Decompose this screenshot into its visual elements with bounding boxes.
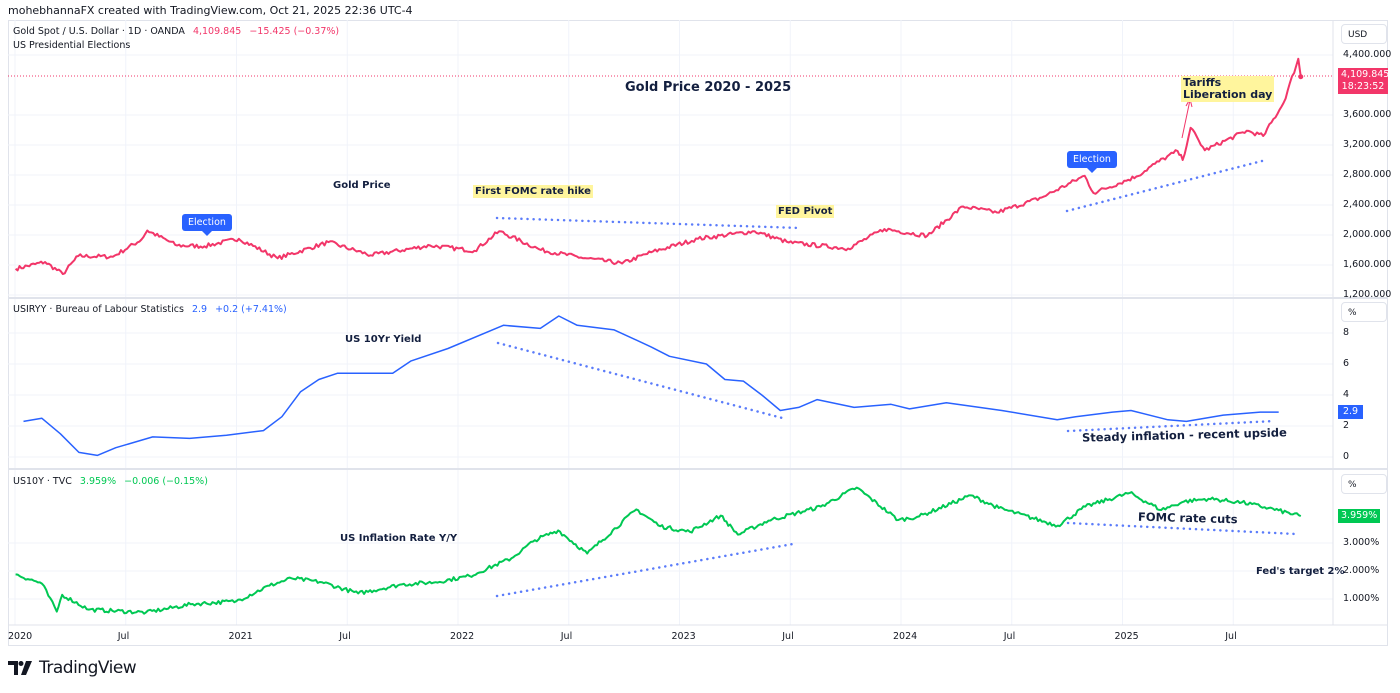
tariffs-line-1: Tariffs — [1183, 76, 1222, 89]
trend-line-fomc-hike — [495, 216, 802, 230]
tariffs-note[interactable]: Tariffs Liberation day — [1181, 76, 1275, 102]
currency-unit-button[interactable]: USD — [1341, 24, 1387, 44]
last-value: 2.9 — [191, 304, 208, 315]
us10y-price-tag: 3.959% — [1338, 509, 1381, 523]
series-line-usiryy — [23, 315, 1279, 457]
usiryy-price-tag: 2.9 — [1338, 405, 1363, 419]
trend-line-yield-down — [496, 341, 788, 421]
price-tick-label: 2,400.000 — [1343, 199, 1392, 210]
price-tick-label: 6 — [1343, 358, 1350, 369]
last-price-dot — [1298, 74, 1304, 80]
us10yr-yield-note[interactable]: US 10Yr Yield — [345, 334, 422, 345]
trend-line-steady — [1066, 419, 1277, 433]
price-tick-label: 8 — [1343, 327, 1350, 338]
election-marker[interactable]: Election — [1067, 151, 1117, 173]
time-tick-label: Jul — [339, 631, 351, 642]
symbol: US10Y · TVC — [13, 476, 72, 487]
usiryy-legend[interactable]: USIRYY · Bureau of Labour Statistics 2.9… — [13, 304, 292, 315]
fed-target-note[interactable]: Fed's target 2% — [1256, 566, 1345, 577]
fomc-rate-cuts-note[interactable]: FOMC rate cuts — [1137, 509, 1238, 527]
price-tick-label: 1,200.000 — [1343, 289, 1392, 300]
price-tick-label: 2,000.000 — [1343, 229, 1392, 240]
time-tick-label: Jul — [782, 631, 794, 642]
change: +0.2 (+7.41%) — [215, 304, 287, 315]
gold-price-tag: 4,109.845 18:23:52 — [1338, 68, 1390, 94]
gold-price-note[interactable]: Gold Price — [333, 180, 391, 191]
fomc-hike-note[interactable]: First FOMC rate hike — [473, 185, 593, 198]
price-tick-label: 4 — [1343, 389, 1350, 400]
price-tick-label: 3,200.000 — [1343, 139, 1392, 150]
time-tick-label: 2024 — [893, 631, 918, 642]
time-tick-label: Jul — [1003, 631, 1016, 642]
grid — [8, 20, 1333, 625]
chart-credit: mohebhannaFX created with TradingView.co… — [8, 4, 413, 17]
unit-button[interactable]: % — [1341, 302, 1387, 322]
series-line-us10y — [15, 486, 1302, 615]
tariffs-line-2: Liberation day — [1183, 88, 1273, 101]
price-tick-label: 2,800.000 — [1343, 169, 1392, 180]
unit-button[interactable]: % — [1341, 474, 1387, 494]
chart-title-note[interactable]: Gold Price 2020 - 2025 — [625, 80, 792, 95]
time-tick-label: 2022 — [450, 631, 475, 642]
price-tick-label: 2.000% — [1343, 565, 1380, 576]
series-line-gold-spot-u-s-dollar — [14, 57, 1302, 275]
time-tick-label: Jul — [117, 631, 130, 642]
price-tick-label: 1,600.000 — [1343, 259, 1392, 270]
price-tick-label: 0 — [1343, 451, 1350, 462]
price-tick-label: 3,600.000 — [1343, 109, 1392, 120]
us-inflation-note[interactable]: US Inflation Rate Y/Y — [340, 533, 458, 544]
tradingview-logo[interactable]: TradingView — [8, 658, 137, 678]
gold-legend[interactable]: Gold Spot / U.S. Dollar · 1D · OANDA 4,1… — [13, 26, 344, 37]
last-value: 4,109.845 — [192, 26, 242, 37]
last-value: 3.959% — [79, 476, 117, 487]
time-tick-label: Jul — [560, 631, 573, 642]
indicator-legend[interactable]: US Presidential Elections — [13, 40, 131, 51]
trend-line-inflation-up — [495, 542, 795, 598]
symbol: USIRYY · Bureau of Labour Statistics — [13, 304, 184, 315]
trend-lines — [495, 159, 1298, 598]
election-marker[interactable]: Election — [182, 214, 232, 236]
price-tick-label: 1.000% — [1343, 593, 1380, 604]
price-tick-label: 3.000% — [1343, 537, 1380, 548]
change: −0.006 (−0.15%) — [124, 476, 208, 487]
change: −15.425 (−0.37%) — [249, 26, 340, 37]
time-tick-label: Jul — [1225, 631, 1237, 642]
symbol: Gold Spot / U.S. Dollar · 1D · OANDA — [13, 26, 185, 37]
tradingview-logo-icon — [8, 661, 32, 675]
trend-line-rate-cuts — [1066, 521, 1298, 536]
time-tick-label: 2021 — [228, 631, 253, 642]
brand-name: TradingView — [39, 658, 137, 678]
time-tick-label: 2020 — [8, 631, 33, 642]
bar-countdown: 18:23:52 — [1341, 81, 1385, 92]
price-tick-label: 2 — [1343, 420, 1350, 431]
time-tick-label: 2023 — [671, 631, 696, 642]
price-tick-label: 4,400.000 — [1343, 49, 1392, 60]
fed-pivot-note[interactable]: FED Pivot — [776, 205, 835, 218]
us10y-legend[interactable]: US10Y · TVC 3.959% −0.006 (−0.15%) — [13, 476, 213, 487]
time-tick-label: 2025 — [1114, 631, 1139, 642]
price: 4,109.845 — [1341, 69, 1390, 80]
